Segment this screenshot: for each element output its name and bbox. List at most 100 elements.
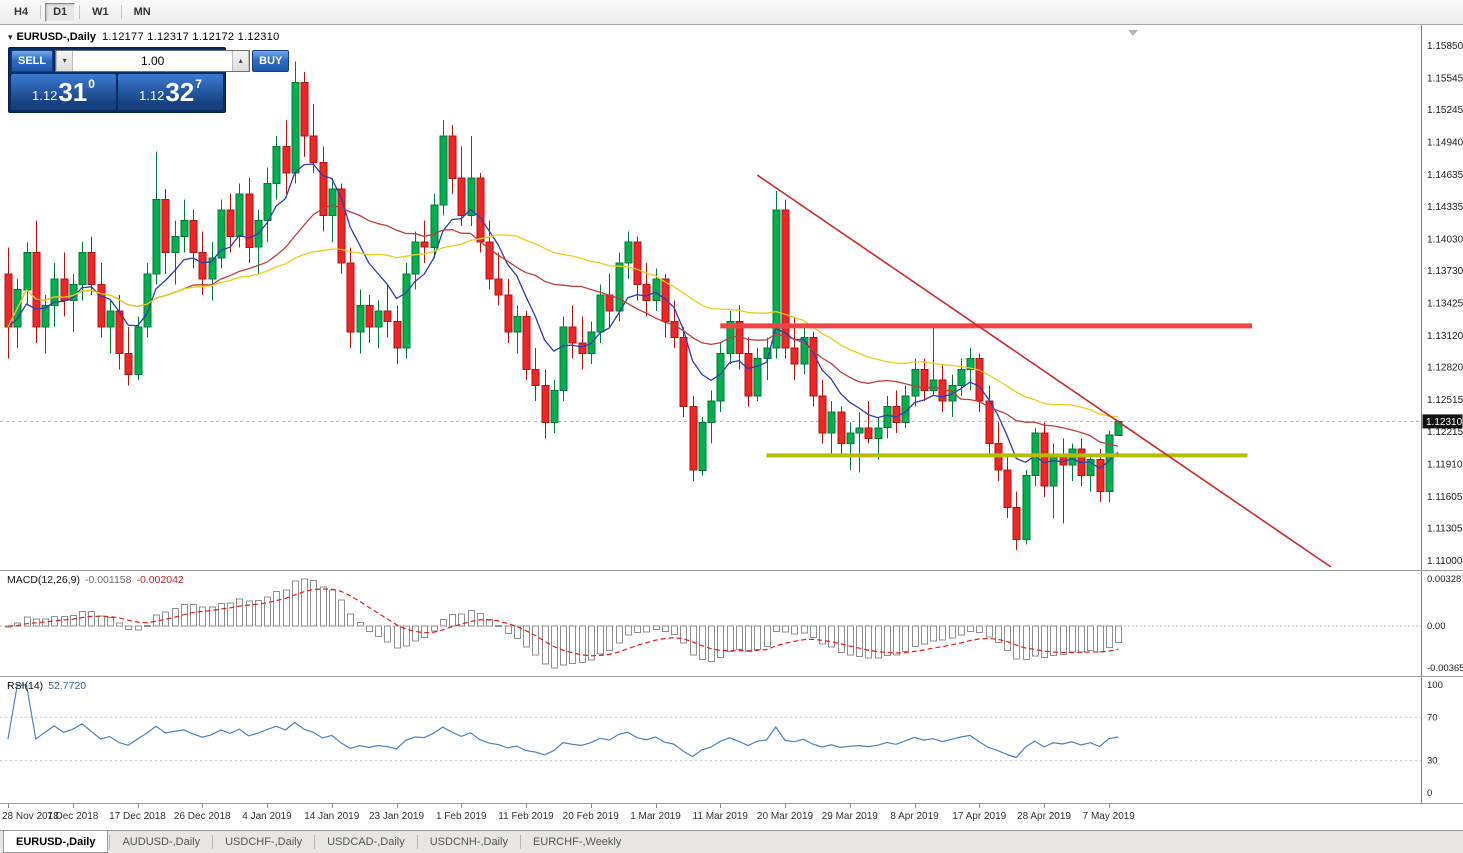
time-label: 14 Jan 2019 — [304, 811, 360, 822]
time-tick — [8, 804, 9, 808]
time-label: 23 Jan 2019 — [368, 811, 425, 822]
timeframe-button-D1[interactable]: D1 — [45, 2, 76, 22]
sell-price-pipette: 0 — [88, 77, 95, 91]
rsi-label: RSI(14) 52.7720 — [7, 680, 86, 692]
time-tick — [785, 804, 786, 808]
macd-signal-value: -0.002042 — [136, 574, 184, 586]
rsi-scale[interactable]: 100 70 30 0 — [1421, 677, 1443, 803]
tab-separator — [519, 835, 521, 849]
tab-separator — [314, 835, 316, 849]
candlestick-series — [4, 61, 1123, 550]
svg-text:1.14030: 1.14030 — [1427, 234, 1463, 245]
time-label: 11 Feb 2019 — [498, 811, 554, 822]
toolbar-separator — [79, 5, 81, 19]
chart-shift-marker-icon[interactable] — [1128, 30, 1138, 36]
buy-price-big-digits: 32 — [165, 77, 195, 107]
tab-separator — [416, 835, 418, 849]
time-tick — [461, 804, 462, 808]
price-scale[interactable]: 1.15850 1.15545 1.15245 1.14940 1.14635 1.143… — [1421, 25, 1463, 570]
svg-text:0.00: 0.00 — [1427, 621, 1446, 632]
timeframe-button-W1[interactable]: W1 — [84, 3, 117, 22]
timeframe-button-MN[interactable]: MN — [126, 3, 159, 22]
time-tick — [267, 804, 268, 808]
macd-scale[interactable]: 0.003287 0.00 -0.003659 — [1421, 571, 1463, 676]
time-label: 17 Dec 2018 — [109, 811, 166, 822]
timeframe-button-H4[interactable]: H4 — [6, 3, 36, 22]
time-tick — [591, 804, 592, 808]
chart-tab-eurchf-weekly[interactable]: EURCHF-,Weekly — [532, 836, 622, 848]
buy-price-pipette: 7 — [195, 77, 202, 91]
ma-line-8[interactable] — [7, 163, 1119, 470]
time-axis[interactable]: 28 Nov 2018 7 Dec 2018 17 Dec 2018 26 Dec 2… — [0, 804, 1463, 830]
time-label: 28 Apr 2019 — [1017, 811, 1071, 822]
time-tick — [1044, 804, 1045, 808]
time-tick — [397, 804, 398, 808]
current-price-badge — [1422, 414, 1463, 429]
svg-text:1.12515: 1.12515 — [1427, 395, 1463, 406]
lot-increase-button[interactable]: ▴ — [232, 51, 250, 71]
chart-tab-usdchf-daily[interactable]: USDCHF-,Daily — [225, 836, 303, 848]
lot-size-stepper: ▾ ▴ — [55, 50, 251, 72]
time-label: 7 May 2019 — [1082, 811, 1135, 822]
rsi-line — [7, 684, 1119, 759]
lot-decrease-button[interactable]: ▾ — [56, 51, 74, 71]
chart-tab-eurusd-daily[interactable]: EURUSD-,Daily — [3, 831, 109, 853]
sell-price-prefix: 1.12 — [32, 87, 58, 103]
sell-price-display[interactable]: 1.12 31 0 — [11, 74, 116, 110]
buy-button[interactable]: BUY — [252, 50, 290, 72]
toolbar-separator — [120, 5, 122, 19]
svg-text:1.14335: 1.14335 — [1427, 202, 1463, 213]
time-tick — [138, 804, 139, 808]
rsi-value: 52.7720 — [48, 680, 87, 692]
chart-ohlc-values: 1.12177 1.12317 1.12172 1.12310 — [102, 31, 280, 43]
sell-button[interactable]: SELL — [11, 50, 54, 72]
tab-separator — [212, 835, 214, 849]
lot-size-input[interactable] — [73, 51, 233, 71]
svg-text:1.13120: 1.13120 — [1427, 331, 1463, 342]
time-tick — [720, 804, 721, 808]
time-label: 7 Dec 2018 — [47, 811, 99, 822]
one-click-collapse-icon[interactable]: ▾ — [8, 32, 13, 42]
macd-canvas[interactable]: 0.003287 0.00 -0.003659 — [0, 571, 1463, 676]
svg-text:1.11605: 1.11605 — [1427, 492, 1463, 503]
svg-text:1.12310: 1.12310 — [1426, 417, 1463, 428]
svg-text:1.11000: 1.11000 — [1427, 556, 1463, 567]
svg-text:30: 30 — [1427, 756, 1438, 767]
rsi-canvas[interactable]: 100 70 30 0 — [0, 677, 1463, 803]
chart-tab-usdcnh-daily[interactable]: USDCNH-,Daily — [429, 836, 508, 848]
macd-indicator-pane: 0.003287 0.00 -0.003659 MACD(12,26,9) -0.00… — [0, 571, 1463, 677]
macd-histogram — [5, 578, 1122, 669]
time-tick — [202, 804, 203, 808]
chart-tabs-bar: EURUSD-,Daily AUDUSD-,Daily USDCHF-,Daily U… — [0, 830, 1463, 853]
rsi-name: RSI(14) — [7, 680, 44, 692]
ma-line-20[interactable] — [7, 204, 1119, 447]
svg-text:1.13425: 1.13425 — [1427, 299, 1463, 310]
svg-text:1.11305: 1.11305 — [1427, 524, 1463, 535]
time-tick — [1109, 804, 1110, 808]
svg-text:1.15850: 1.15850 — [1427, 41, 1463, 52]
time-tick — [332, 804, 333, 808]
svg-text:1.11910: 1.11910 — [1427, 459, 1463, 470]
chart-tab-audusd-daily[interactable]: AUDUSD-,Daily — [122, 836, 201, 848]
time-tick — [656, 804, 657, 808]
svg-text:1.14635: 1.14635 — [1427, 170, 1463, 181]
svg-text:1.12820: 1.12820 — [1427, 363, 1463, 374]
descending-trendline[interactable] — [756, 174, 1332, 568]
macd-name: MACD(12,26,9) — [7, 574, 80, 586]
svg-text:-0.003659: -0.003659 — [1427, 663, 1463, 674]
buy-price-display[interactable]: 1.12 32 7 — [118, 74, 223, 110]
svg-text:100: 100 — [1427, 680, 1443, 691]
price-chart-pane: 1.15850 1.15545 1.15245 1.14940 1.14635 1.143… — [0, 25, 1463, 571]
price-chart-canvas[interactable]: 1.15850 1.15545 1.15245 1.14940 1.14635 1.143… — [0, 25, 1463, 570]
svg-text:1.15545: 1.15545 — [1427, 73, 1463, 84]
tab-separator — [109, 835, 111, 849]
toolbar-separator — [40, 5, 42, 19]
chart-tab-usdcad-daily[interactable]: USDCAD-,Daily — [327, 836, 405, 848]
time-label: 20 Feb 2019 — [562, 811, 619, 822]
svg-text:1.13730: 1.13730 — [1427, 266, 1463, 277]
time-tick — [979, 804, 980, 808]
time-label: 17 Apr 2019 — [952, 811, 1007, 822]
time-label: 28 Nov 2018 — [2, 811, 59, 822]
ma-line-40[interactable] — [7, 234, 1119, 418]
